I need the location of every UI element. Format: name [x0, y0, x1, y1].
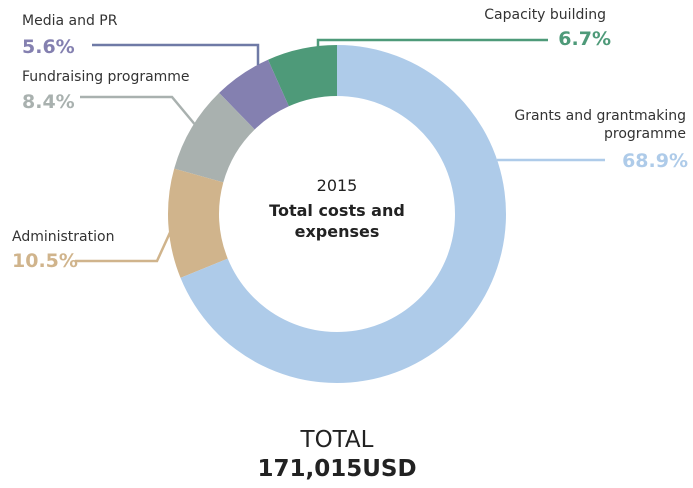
total-value: 171,015USD [257, 456, 417, 482]
donut-slice [168, 168, 228, 278]
donut-slice [268, 45, 337, 107]
category-label: Media and PR [22, 13, 118, 29]
donut-slice [174, 92, 255, 183]
leader-line [316, 38, 548, 52]
total-label: TOTAL [300, 427, 374, 453]
donut-slice [180, 45, 506, 384]
value-label: 8.4% [22, 91, 75, 113]
center-year: 2015 [316, 176, 358, 195]
center-label: Total costs and expenses [269, 201, 405, 241]
value-label: 6.7% [558, 28, 611, 50]
category-label: Capacity building [484, 7, 606, 23]
value-label: 10.5% [12, 250, 78, 272]
category-label: Fundraising programme [22, 69, 190, 85]
category-label: Grants and grantmaking programme [514, 108, 686, 142]
leader-line [92, 43, 260, 65]
value-label: 68.9% [622, 150, 688, 172]
category-label: Administration [12, 229, 115, 245]
leader-line [75, 225, 175, 263]
leader-line [80, 95, 198, 128]
value-label: 5.6% [22, 36, 75, 58]
donut-slice [219, 59, 289, 130]
